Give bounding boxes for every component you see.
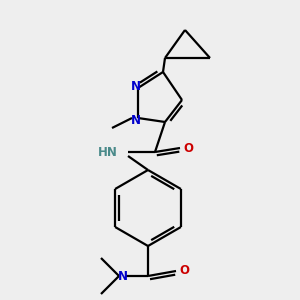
Text: O: O (179, 265, 189, 278)
Text: N: N (118, 271, 128, 284)
Text: HN: HN (98, 146, 118, 160)
Text: N: N (131, 113, 141, 127)
Text: N: N (131, 80, 141, 92)
Text: O: O (183, 142, 193, 155)
